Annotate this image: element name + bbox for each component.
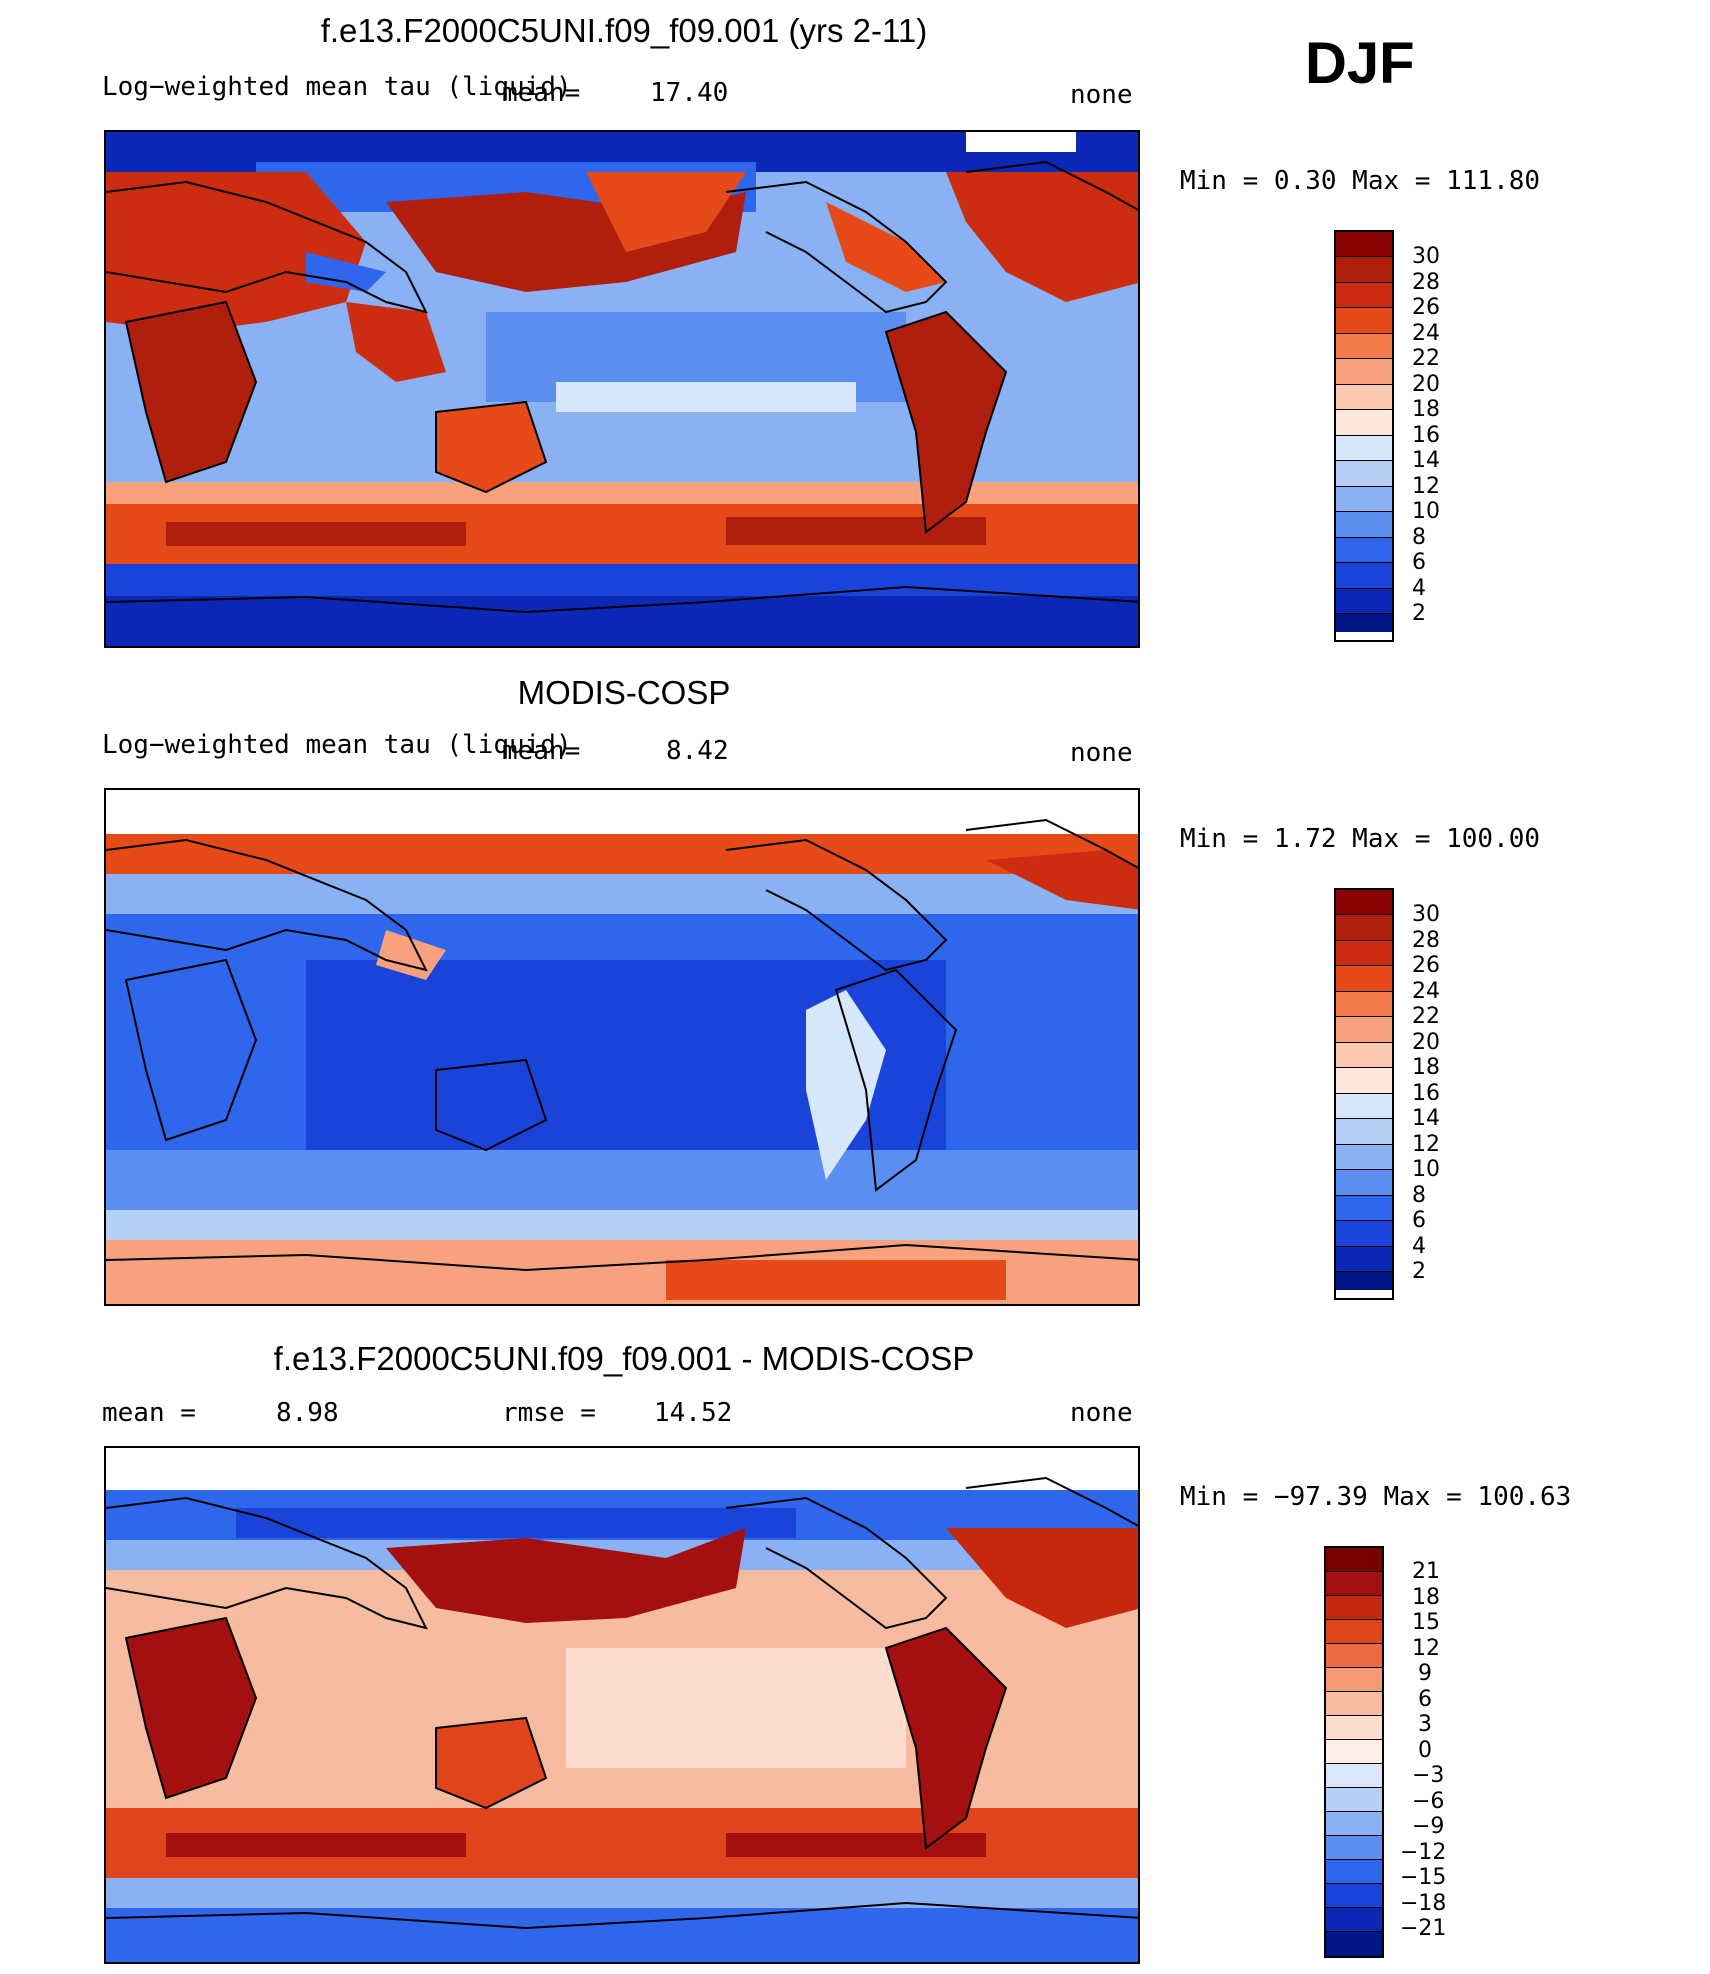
- cbar-tick-obs-4: 22: [1412, 1004, 1440, 1029]
- units-model: none: [1070, 80, 1133, 110]
- cbar-tick-model-8: 14: [1412, 448, 1440, 473]
- cbar-tick-diff-5: 6: [1418, 1687, 1432, 1712]
- cbar-tick-obs-10: 10: [1412, 1157, 1440, 1182]
- panel-label-model: Log−weighted mean tau (liquid): [102, 72, 572, 102]
- mean-value-model: 17.40: [650, 78, 729, 108]
- colorbar-model: [1334, 230, 1394, 642]
- cbar-tick-diff-12: −15: [1400, 1865, 1447, 1890]
- cbar-tick-obs-7: 16: [1412, 1081, 1440, 1106]
- cbar-tick-diff-2: 15: [1412, 1610, 1440, 1635]
- cbar-tick-diff-0: 21: [1412, 1559, 1440, 1584]
- cbar-tick-model-11: 8: [1412, 525, 1426, 550]
- rmse-value-diff: 14.52: [654, 1398, 733, 1428]
- cbar-tick-model-5: 20: [1412, 372, 1440, 397]
- units-diff: none: [1070, 1398, 1133, 1428]
- panel-title-model: f.e13.F2000C5UNI.f09_f09.001 (yrs 2-11): [320, 12, 928, 49]
- cbar-tick-obs-8: 14: [1412, 1106, 1440, 1131]
- cbar-tick-obs-2: 26: [1412, 953, 1440, 978]
- cbar-tick-obs-9: 12: [1412, 1132, 1440, 1157]
- season-label: DJF: [1305, 31, 1415, 96]
- cbar-tick-model-13: 4: [1412, 576, 1426, 601]
- cbar-tick-model-7: 16: [1412, 423, 1440, 448]
- cbar-tick-diff-13: −18: [1400, 1891, 1447, 1916]
- cbar-tick-model-0: 30: [1412, 244, 1440, 269]
- cbar-tick-diff-4: 9: [1418, 1661, 1432, 1686]
- panel-title-obs: MODIS-COSP: [517, 674, 731, 711]
- cbar-tick-diff-6: 3: [1418, 1712, 1432, 1737]
- colorbar-obs: [1334, 888, 1394, 1300]
- cbar-tick-obs-6: 18: [1412, 1055, 1440, 1080]
- cbar-tick-diff-10: −9: [1412, 1814, 1445, 1839]
- cbar-tick-model-14: 2: [1412, 601, 1426, 626]
- cbar-tick-obs-1: 28: [1412, 928, 1440, 953]
- minmax-obs: Min = 1.72 Max = 100.00: [1180, 824, 1541, 854]
- cbar-tick-model-12: 6: [1412, 550, 1426, 575]
- cbar-tick-obs-0: 30: [1412, 902, 1440, 927]
- mean-value-diff: 8.98: [276, 1398, 339, 1428]
- cbar-tick-model-2: 26: [1412, 295, 1440, 320]
- cbar-tick-diff-7: 0: [1418, 1738, 1432, 1763]
- units-obs: none: [1070, 738, 1133, 768]
- mean-label-model: mean=: [502, 78, 581, 108]
- cbar-tick-obs-14: 2: [1412, 1259, 1426, 1284]
- mean-value-obs: 8.42: [666, 736, 729, 766]
- map-diff: [104, 1446, 1140, 1964]
- cbar-tick-obs-3: 24: [1412, 979, 1440, 1004]
- cbar-tick-obs-13: 4: [1412, 1234, 1426, 1259]
- rmse-label-diff: rmse =: [502, 1398, 596, 1428]
- cbar-tick-obs-12: 6: [1412, 1208, 1426, 1233]
- cbar-tick-diff-1: 18: [1412, 1585, 1440, 1610]
- cbar-tick-diff-9: −6: [1412, 1789, 1445, 1814]
- mean-label-obs: mean=: [502, 736, 581, 766]
- colorbar-diff: [1324, 1546, 1384, 1958]
- cbar-tick-model-10: 10: [1412, 499, 1440, 524]
- cbar-tick-model-6: 18: [1412, 397, 1440, 422]
- map-obs: [104, 788, 1140, 1306]
- map-model: [104, 130, 1140, 648]
- cbar-tick-model-3: 24: [1412, 321, 1440, 346]
- cbar-tick-obs-5: 20: [1412, 1030, 1440, 1055]
- panel-label-obs: Log−weighted mean tau (liquid): [102, 730, 572, 760]
- mean-label-diff: mean =: [102, 1398, 196, 1428]
- panel-title-diff: f.e13.F2000C5UNI.f09_f09.001 - MODIS-COS…: [273, 1340, 975, 1377]
- minmax-diff: Min = −97.39 Max = 100.63: [1180, 1482, 1572, 1512]
- cbar-tick-model-9: 12: [1412, 474, 1440, 499]
- cbar-tick-model-1: 28: [1412, 270, 1440, 295]
- cbar-tick-model-4: 22: [1412, 346, 1440, 371]
- cbar-tick-diff-14: −21: [1400, 1916, 1447, 1941]
- minmax-model: Min = 0.30 Max = 111.80: [1180, 166, 1541, 196]
- cbar-tick-diff-8: −3: [1412, 1763, 1445, 1788]
- cbar-tick-obs-11: 8: [1412, 1183, 1426, 1208]
- cbar-tick-diff-11: −12: [1400, 1840, 1447, 1865]
- cbar-tick-diff-3: 12: [1412, 1636, 1440, 1661]
